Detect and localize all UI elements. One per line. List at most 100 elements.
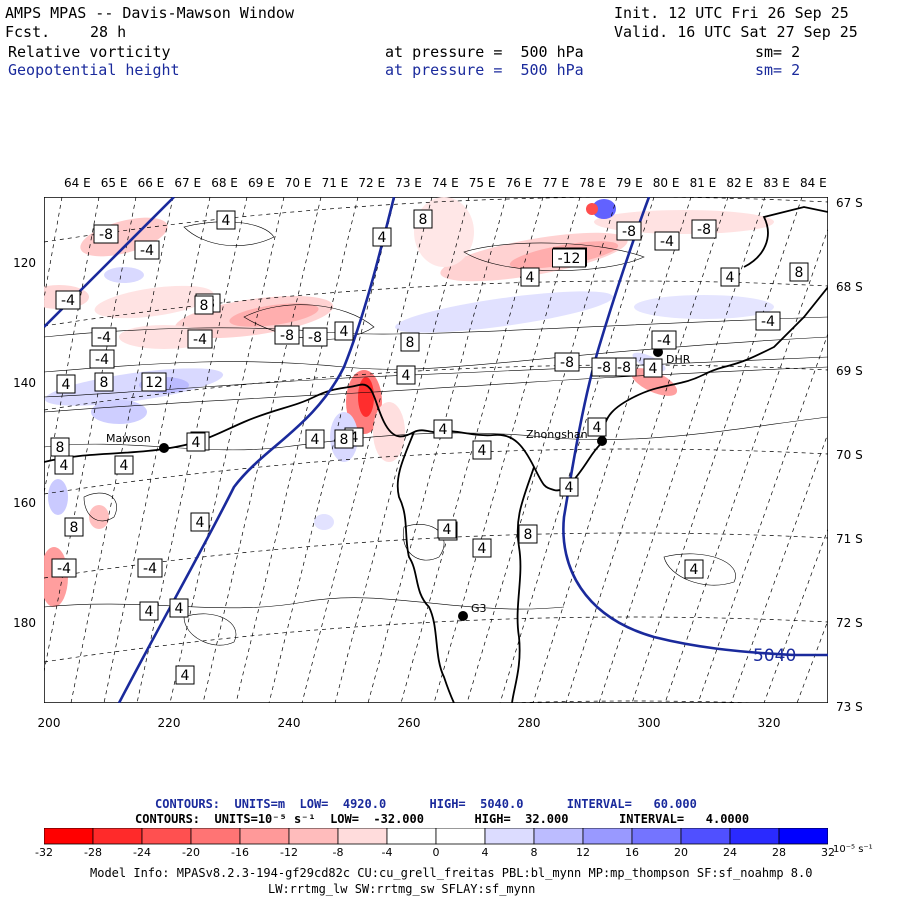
map-title: AMPS MPAS -- Davis-Mawson Window [5, 4, 294, 22]
svg-text:8: 8 [340, 432, 349, 448]
contour-label: 8 [64, 517, 84, 537]
contour-label: 8 [94, 372, 114, 392]
model-info-physics: LW:rrtmg_lw SW:rrtmg_sw SFLAY:sf_mynn [268, 882, 536, 896]
contour-label: 4 [396, 365, 416, 385]
model-info: Model Info: MPASv8.2.3-194-gf29cd82c CU:… [90, 866, 813, 880]
longitude-label: 70 E [284, 176, 312, 190]
svg-text:-12: -12 [558, 251, 581, 267]
x-tick-label: 220 [157, 716, 181, 730]
contour-label: -8 [302, 327, 328, 347]
x-tick-label: 300 [637, 716, 661, 730]
svg-text:4: 4 [62, 377, 71, 393]
colorbar-tick-label: -28 [84, 846, 102, 859]
svg-text:8: 8 [406, 335, 415, 351]
svg-text:-4: -4 [657, 333, 671, 349]
longitude-label: 76 E [505, 176, 533, 190]
meridian-line [44, 197, 137, 674]
longitude-label: 77 E [542, 176, 570, 190]
vorticity-shading [44, 197, 774, 607]
svg-text:4: 4 [690, 562, 699, 578]
svg-text:12: 12 [145, 375, 163, 391]
svg-text:4: 4 [196, 515, 205, 531]
contour-label: -12 [552, 248, 586, 268]
svg-text:4: 4 [478, 541, 487, 557]
contour-label: 4 [186, 432, 206, 452]
meridian-line [763, 527, 828, 703]
svg-text:-8: -8 [280, 328, 294, 344]
longitude-label: 74 E [432, 176, 459, 190]
svg-text:4: 4 [181, 668, 190, 684]
svg-text:8: 8 [524, 527, 533, 543]
longitude-label: 71 E [321, 176, 349, 190]
contour-label: 8 [789, 262, 809, 282]
longitude-label: 78 E [579, 176, 606, 190]
colorbar-segment [92, 828, 143, 845]
svg-text:4: 4 [526, 270, 535, 286]
svg-text:-8: -8 [697, 222, 711, 238]
svg-text:4: 4 [192, 435, 201, 451]
longitude-label: 79 E [616, 176, 643, 190]
contour-label: -8 [616, 221, 642, 241]
contour-label: 4 [472, 440, 492, 460]
colorbar-tick-label: -24 [133, 846, 151, 859]
longitude-label: 80 E [652, 176, 680, 190]
colorbar-segment [190, 828, 241, 845]
colorbar-segment [386, 828, 437, 845]
parallel-line [44, 197, 828, 243]
contour-label: -4 [51, 558, 77, 578]
svg-text:-8: -8 [617, 360, 631, 376]
field2-pressure: at pressure = 500 hPa [385, 61, 584, 79]
contour-label: -4 [137, 558, 163, 578]
field1-name: Relative vorticity [8, 43, 171, 61]
longitude-label: 67 E [174, 176, 202, 190]
longitude-label: 81 E [689, 176, 717, 190]
x-tick-label: 260 [397, 716, 421, 730]
contour-label: 8 [194, 295, 214, 315]
init-time: Init. 12 UTC Fri 26 Sep 25 [614, 4, 849, 22]
meridian-line [202, 197, 322, 703]
colorbar-tick-label: 32 [821, 846, 835, 859]
contour-label: 8 [413, 209, 433, 229]
colorbar-segment [582, 828, 633, 845]
latitude-label: 68 S [836, 280, 863, 294]
contour-label: -4 [755, 311, 781, 331]
longitude-label: 72 E [358, 176, 386, 190]
svg-text:-8: -8 [597, 360, 611, 376]
svg-text:4: 4 [311, 432, 320, 448]
contour-label: 8 [400, 332, 420, 352]
contour-label: -8 [591, 357, 617, 377]
forecast-label: Fcst. [5, 23, 51, 41]
station-label-mawson: Mawson [106, 432, 151, 445]
colorbar-tick-label: 28 [772, 846, 786, 859]
svg-text:4: 4 [350, 430, 359, 446]
contour-label: -4 [187, 329, 213, 349]
contour-label: 4 [216, 210, 236, 230]
svg-text:-4: -4 [140, 243, 154, 259]
y-tick-label: 160 [13, 496, 36, 510]
contour-label: 4 [190, 512, 210, 532]
colorbar-tick-label: -20 [182, 846, 200, 859]
contour-label: 4 [114, 455, 134, 475]
colorbar-segment [337, 828, 388, 845]
longitude-label: 64 E [64, 176, 91, 190]
station-marker-g3 [458, 611, 468, 621]
svg-text:4: 4 [222, 213, 231, 229]
contour-label: 4 [139, 601, 159, 621]
longitude-label: 69 E [248, 176, 275, 190]
contour-label: -4 [654, 231, 680, 251]
contour-label: 4 [305, 429, 325, 449]
meridian-line [532, 197, 692, 703]
latitude-label: 69 S [836, 364, 863, 378]
field2-name: Geopotential height [8, 61, 180, 79]
contour-label: 4 [169, 598, 189, 618]
svg-text:-4: -4 [143, 561, 157, 577]
contour-label: -4 [91, 327, 117, 347]
svg-text:-8: -8 [99, 227, 113, 243]
parallel-line [44, 616, 828, 663]
colorbar-tick-label: 0 [432, 846, 440, 859]
latitude-label: 71 S [836, 532, 863, 546]
colorbar-segment [288, 828, 339, 845]
meridian-line [70, 197, 174, 703]
contours-info-vorticity: CONTOURS: UNITS=10⁻⁵ s⁻¹ LOW= -32.000 HI… [135, 812, 750, 826]
longitude-label: 84 E [800, 176, 827, 190]
